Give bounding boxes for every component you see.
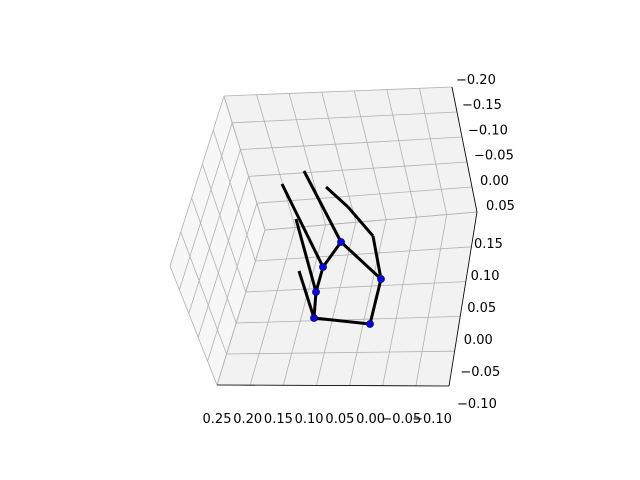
bottom-tick-label: 0.15	[264, 412, 293, 427]
back-grid-horizontal	[256, 186, 473, 204]
floor-grid-depth	[415, 214, 448, 386]
joint-point	[312, 288, 320, 296]
bone-thumb_mcp-wrist	[312, 291, 318, 319]
bottom-tick-label: 0.00	[356, 412, 385, 427]
left-pane	[170, 96, 265, 385]
floor-grid-depth	[249, 227, 296, 386]
bone-ring_pip-ring_mid	[346, 206, 375, 237]
right-upper-tick-label: −0.05	[474, 149, 514, 164]
back-grid-vertical	[353, 90, 387, 220]
right-lower-tick-label: −0.05	[460, 365, 500, 380]
back-grid-horizontal	[240, 136, 463, 150]
back-grid-horizontal	[223, 86, 453, 97]
right-upper-tick-label: −0.15	[462, 98, 502, 113]
floor-grid-across	[236, 316, 461, 324]
bottom-tick-label: −0.05	[381, 412, 421, 427]
floor-grid-across	[226, 350, 455, 355]
bone-ring_mcp-ring_pip	[371, 235, 383, 280]
bone-middle_mcp-index_mcp	[321, 241, 343, 268]
back-grid-vertical	[321, 92, 357, 223]
joint-point	[377, 275, 385, 283]
floor-grid-depth	[382, 217, 417, 386]
right-lower-tick-label: 0.10	[471, 269, 500, 284]
bottom-tick-label: 0.05	[325, 412, 354, 427]
left-grid-line	[202, 163, 247, 293]
right-upper-tick-label: 0.00	[480, 174, 509, 189]
back-grid-vertical	[386, 89, 417, 218]
back-grid-horizontal	[232, 111, 458, 124]
left-grid-line	[207, 203, 258, 362]
left-grid-line	[197, 176, 249, 338]
right-upper-tick-label: 0.05	[486, 199, 515, 214]
bone-ring_mcp-middle_mcp	[339, 240, 383, 281]
left-grid-line	[188, 149, 241, 314]
joints	[310, 238, 385, 328]
bottom-tick-label: 0.10	[295, 412, 324, 427]
left-grid-line	[223, 95, 266, 231]
left-grid-line	[179, 122, 233, 290]
joint-point	[337, 238, 345, 246]
right-lower-tick-label: 0.15	[474, 237, 503, 252]
left-grid-line	[216, 229, 266, 386]
bone-middle_mcp-middle_tip	[302, 170, 343, 243]
left-grid-line	[169, 265, 218, 386]
bone-index_mcp-index_tip	[280, 183, 325, 268]
bone-ring_mid-ring_tip	[324, 185, 350, 209]
floor-grid-across	[245, 281, 466, 293]
floor-pane	[217, 212, 477, 386]
bottom-tick-label: 0.25	[203, 412, 232, 427]
bones	[280, 170, 383, 326]
right-lower-tick-label: 0.00	[464, 333, 493, 348]
right-lower-axis-spine	[448, 211, 478, 387]
bone-pinky_mcp-ring_mcp	[368, 278, 383, 325]
left-grid-line	[169, 95, 225, 267]
bone-wrist-pinky_mcp	[313, 316, 371, 326]
floor-grid-depth	[349, 219, 387, 386]
bone-thumb_mcp-thumb_tip	[294, 218, 318, 293]
back-grid-horizontal	[248, 161, 468, 177]
tick-labels: 0.25 0.20 0.15 0.10 0.05 0.00−0.05−0.100.150.…	[203, 73, 515, 427]
grid-lines	[169, 86, 478, 387]
joint-point	[319, 263, 327, 271]
floor-grid-depth	[282, 224, 326, 386]
right-lower-tick-label: −0.10	[457, 397, 497, 412]
bottom-tick-label: −0.10	[412, 412, 452, 427]
right-upper-axis-spine	[451, 86, 478, 213]
left-grid-line	[180, 231, 227, 355]
bone-wrist-thumb_base	[297, 270, 316, 319]
right-upper-tick-label: −0.20	[456, 73, 496, 88]
back-grid-vertical	[256, 94, 296, 228]
left-grid-line	[191, 197, 237, 324]
left-grid-line	[212, 129, 256, 262]
joint-point	[310, 314, 318, 322]
back-grid-vertical	[419, 88, 448, 215]
floor-grid-across	[255, 246, 472, 262]
joint-point	[366, 320, 374, 328]
bottom-axis-spine	[216, 384, 450, 387]
bottom-tick-label: 0.20	[233, 412, 262, 427]
right-upper-tick-label: −0.10	[468, 123, 508, 138]
right-lower-tick-label: 0.05	[467, 301, 496, 316]
bone-index_mcp-thumb_mcp	[314, 266, 325, 293]
floor-grid-across	[264, 211, 478, 231]
